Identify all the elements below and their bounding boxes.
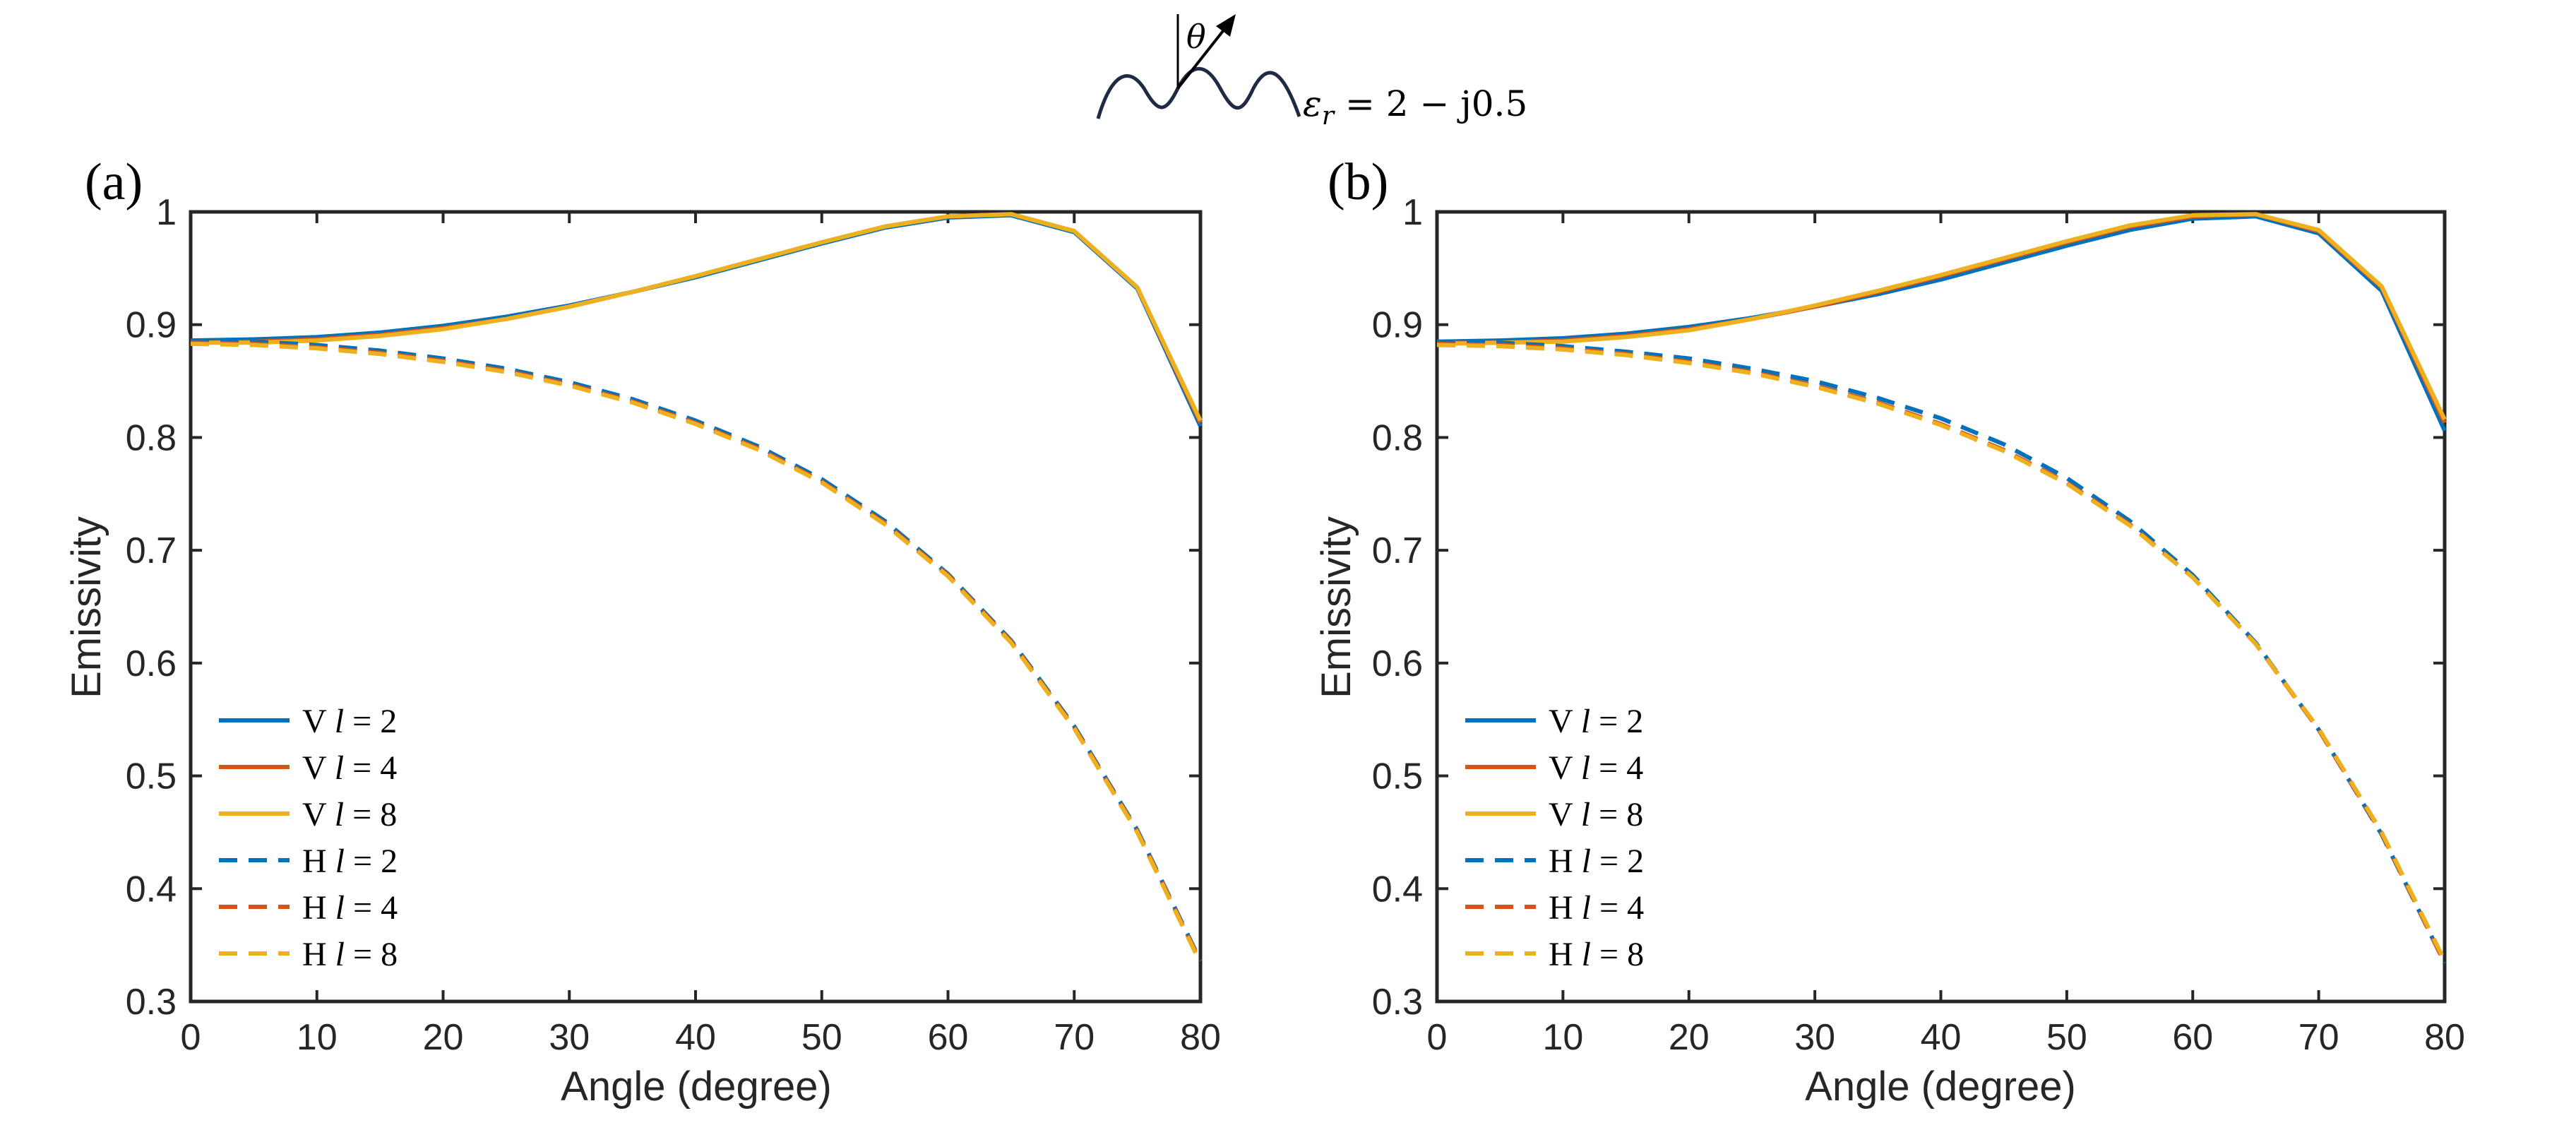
series-line-h-l2-b (1436, 339, 2447, 965)
x-tick-label: 70 (2298, 1017, 2339, 1058)
series-line-v-l2-b (1436, 214, 2447, 432)
surface-schematic: θ εr = 2 − j0.5 (1096, 14, 1527, 131)
y-tick-label: 0.5 (126, 756, 177, 797)
x-tick-label: 50 (2046, 1017, 2087, 1058)
legend-entry: H l = 8 (302, 936, 398, 973)
plot-area-b: 0 10 20 30 40 50 60 70 80 0.3 0.4 0.5 0.6 0.7 0.8 0.9 1 V… (1372, 192, 2465, 1058)
legend-entry: H l = 4 (302, 889, 398, 927)
panel-label-a: (a) (85, 153, 143, 211)
x-tick-label: 40 (1921, 1017, 1962, 1058)
series-line-h-l2-a (190, 338, 1203, 962)
legend-entry: V l = 8 (1549, 796, 1643, 833)
x-tick-label: 10 (1542, 1017, 1583, 1058)
y-tick-label: 0.8 (1372, 417, 1423, 458)
x-tick-label: 70 (1054, 1017, 1095, 1058)
y-tick-label: 0.9 (126, 305, 177, 346)
epsilon-symbol: ε (1303, 83, 1322, 124)
legend-entry: V l = 2 (302, 703, 397, 740)
plot-area-a: 0 10 20 30 40 50 60 70 80 0.3 0.4 0.5 0.6 0.7 0.8 0.9 1 V… (126, 192, 1221, 1058)
legend-entry: V l = 4 (302, 749, 397, 787)
x-tick-label: 0 (181, 1017, 201, 1058)
rough-surface-curve (1096, 66, 1301, 119)
x-tick-label: 50 (801, 1017, 842, 1058)
legend-entry: V l = 8 (302, 796, 397, 833)
series-line-v-l2-a (190, 213, 1203, 427)
legend-entry: V l = 2 (1549, 703, 1643, 740)
epsilon-subscript: r (1322, 102, 1335, 131)
series-line-v-l8-b (1436, 212, 2447, 421)
x-axis-title-b: Angle (degree) (1805, 1064, 2076, 1110)
y-tick-label: 0.6 (1372, 643, 1423, 684)
axes-box-b (1435, 210, 2447, 1004)
y-tick-label: 1 (1402, 192, 1423, 233)
x-tick-label: 80 (2424, 1017, 2465, 1058)
series-line-h-l8-a (190, 341, 1203, 965)
permittivity-equation: εr = 2 − j0.5 (1303, 83, 1527, 131)
y-tick-label: 0.5 (1372, 756, 1423, 797)
y-tick-label: 0.4 (1372, 869, 1423, 910)
y-tick-label: 0.9 (1372, 305, 1423, 346)
y-tick-label: 0.4 (126, 869, 177, 910)
series-line-v-l4-b (1437, 212, 2447, 424)
x-tick-label: 20 (1669, 1017, 1710, 1058)
series-line-h-l8-b (1436, 343, 2447, 962)
series-line-v-l8-a (191, 212, 1203, 422)
x-tick-label: 0 (1427, 1017, 1448, 1058)
legend-entry: H l = 8 (1549, 936, 1644, 973)
y-tick-label: 0.3 (126, 982, 177, 1023)
equation-rhs: = 2 − j0.5 (1334, 83, 1527, 124)
x-tick-label: 30 (1794, 1017, 1835, 1058)
x-tick-label: 40 (675, 1017, 716, 1058)
axes-box-a (189, 210, 1203, 1004)
legend-entry: H l = 2 (302, 843, 398, 880)
panel-a: (a) Emissivity Angle (degree) 0 10 20 30 40 5… (64, 153, 1221, 1110)
y-tick-label: 0.6 (126, 643, 177, 684)
y-tick-label: 0.3 (1372, 982, 1423, 1023)
x-tick-label: 60 (2172, 1017, 2213, 1058)
series-line-v-l4-a (190, 212, 1203, 424)
y-tick-label: 0.8 (126, 417, 177, 458)
legend-entry: H l = 4 (1549, 889, 1644, 927)
y-tick-label: 0.7 (126, 530, 177, 571)
y-axis-title-b: Emissivity (1313, 516, 1359, 698)
x-tick-label: 60 (928, 1017, 969, 1058)
panel-label-b: (b) (1328, 153, 1388, 211)
arrowhead-icon (1216, 14, 1236, 37)
y-tick-label: 0.7 (1372, 530, 1423, 571)
x-tick-label: 20 (423, 1017, 464, 1058)
x-tick-label: 10 (297, 1017, 338, 1058)
x-tick-label: 80 (1180, 1017, 1221, 1058)
panel-b: (b) Emissivity Angle (degree) 0 10 20 30 40 5… (1313, 153, 2465, 1110)
theta-symbol: θ (1186, 18, 1206, 56)
legend-entry: V l = 4 (1549, 749, 1643, 787)
x-tick-label: 30 (549, 1017, 590, 1058)
legend-entry: H l = 2 (1549, 843, 1644, 880)
x-axis-title-a: Angle (degree) (561, 1064, 832, 1110)
emission-direction-arrow (1176, 27, 1227, 90)
y-axis-title-a: Emissivity (64, 516, 109, 698)
y-tick-label: 1 (156, 192, 177, 233)
